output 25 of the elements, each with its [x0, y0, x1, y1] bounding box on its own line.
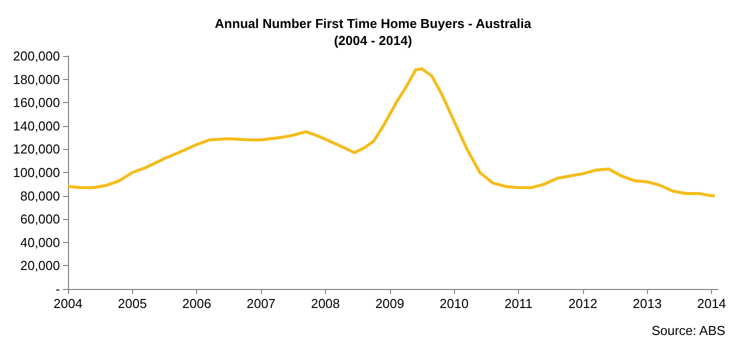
x-tick-label: 2004	[54, 296, 82, 311]
chart-title: Annual Number First Time Home Buyers - Australia (2004 - 2014)	[214, 16, 532, 48]
x-tick-label: 2011	[504, 296, 532, 311]
x-tick-label: 2006	[182, 296, 212, 311]
x-tick-label: 2012	[568, 296, 598, 311]
y-tick-label: 80,000	[20, 188, 60, 204]
y-tick-label: 180,000	[13, 72, 60, 87]
y-tick-label: 120,000	[13, 142, 60, 157]
x-tick-label: 2005	[118, 296, 147, 311]
y-tick-label: 20,000	[20, 258, 60, 274]
x-tick-label: 2013	[632, 296, 662, 311]
y-tick-label: 140,000	[13, 118, 60, 134]
y-tick-label: 100,000	[13, 165, 60, 180]
x-tick-label: 2009	[375, 296, 404, 311]
x-tick-label: 2014	[697, 296, 726, 311]
source-note: Source: ABS	[652, 323, 726, 338]
y-tick-label: -	[56, 282, 60, 296]
y-tick-label: 60,000	[20, 212, 60, 227]
line-series	[66, 67, 716, 198]
x-tick-label: 2008	[310, 296, 340, 311]
y-tick-label: 40,000	[20, 234, 60, 250]
x-tick-label: 2007	[246, 296, 276, 311]
y-tick-label: 160,000	[13, 95, 60, 110]
x-tick-label: 2010	[440, 296, 469, 311]
y-tick-label: 200,000	[13, 48, 60, 64]
